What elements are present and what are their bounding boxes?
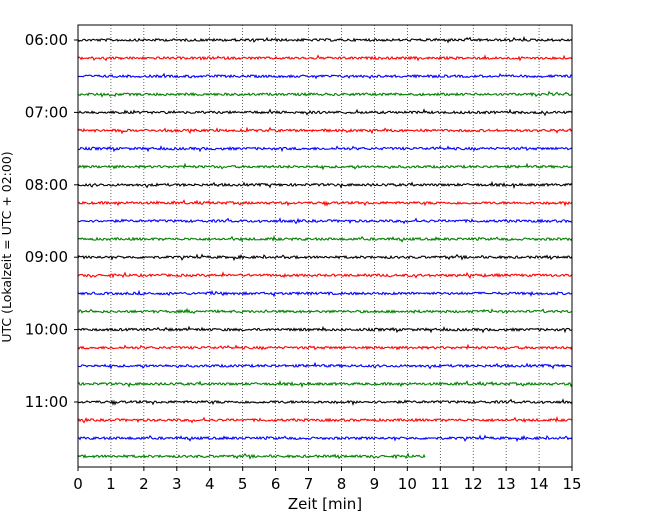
trace-line-12 — [77, 253, 573, 262]
trace-line-8 — [77, 180, 573, 190]
trace-line-19 — [77, 379, 573, 389]
x-tick-label: 6 — [271, 475, 281, 493]
x-tick-label: 13 — [497, 475, 516, 493]
x-tick-label: 11 — [431, 475, 450, 493]
trace-line-10 — [77, 217, 573, 225]
y-tick-label: 10:00 — [25, 321, 68, 339]
trace-line-14 — [77, 289, 573, 298]
x-tick-label: 1 — [106, 475, 116, 493]
y-tick-label: 06:00 — [25, 31, 68, 49]
seismic-traces — [77, 35, 573, 460]
y-tick-label: 07:00 — [25, 103, 68, 121]
y-tick-label: 09:00 — [25, 248, 68, 266]
trace-line-13 — [77, 271, 573, 280]
x-tick-label: 4 — [205, 475, 215, 493]
trace-line-1 — [77, 54, 573, 62]
x-tick-label: 2 — [139, 475, 149, 493]
x-tick-label: 0 — [73, 475, 83, 493]
plot-frame — [77, 24, 573, 468]
trace-line-5 — [77, 126, 573, 135]
x-tick-label: 15 — [562, 475, 581, 493]
trace-line-2 — [77, 72, 573, 80]
trace-line-23 — [77, 452, 426, 460]
x-tick-label: 3 — [172, 475, 182, 493]
trace-line-0 — [77, 35, 573, 44]
x-tick-label: 10 — [398, 475, 417, 493]
trace-line-18 — [77, 361, 573, 370]
x-tick-label: 8 — [337, 475, 347, 493]
y-tick-label: 11:00 — [25, 393, 68, 411]
x-tick-label: 5 — [238, 475, 248, 493]
trace-line-15 — [77, 307, 573, 315]
x-tick-label: 9 — [370, 475, 380, 493]
x-axis-ticks: 0 1 2 3 4 5 6 7 8 9 10 11 12 13 14 15 — [73, 467, 582, 493]
x-tick-label: 7 — [304, 475, 314, 493]
trace-line-9 — [77, 199, 573, 207]
y-axis-ticks: 06:00 07:00 08:00 09:00 10:00 11:00 — [25, 31, 78, 411]
trace-line-21 — [77, 415, 573, 424]
x-tick-label: 12 — [464, 475, 483, 493]
trace-line-16 — [77, 325, 573, 334]
trace-line-22 — [77, 434, 573, 443]
y-axis-label: UTC (Lokalzeit = UTC + 02:00) — [0, 151, 14, 342]
trace-line-11 — [77, 234, 573, 243]
y-tick-label: 08:00 — [25, 176, 68, 194]
x-axis-label: Zeit [min] — [288, 495, 362, 513]
x-tick-label: 14 — [530, 475, 549, 493]
trace-line-20 — [77, 398, 573, 406]
trace-line-4 — [77, 108, 573, 117]
trace-line-6 — [77, 145, 573, 153]
trace-line-17 — [77, 343, 573, 351]
trace-line-7 — [77, 162, 573, 171]
trace-line-3 — [77, 90, 573, 98]
